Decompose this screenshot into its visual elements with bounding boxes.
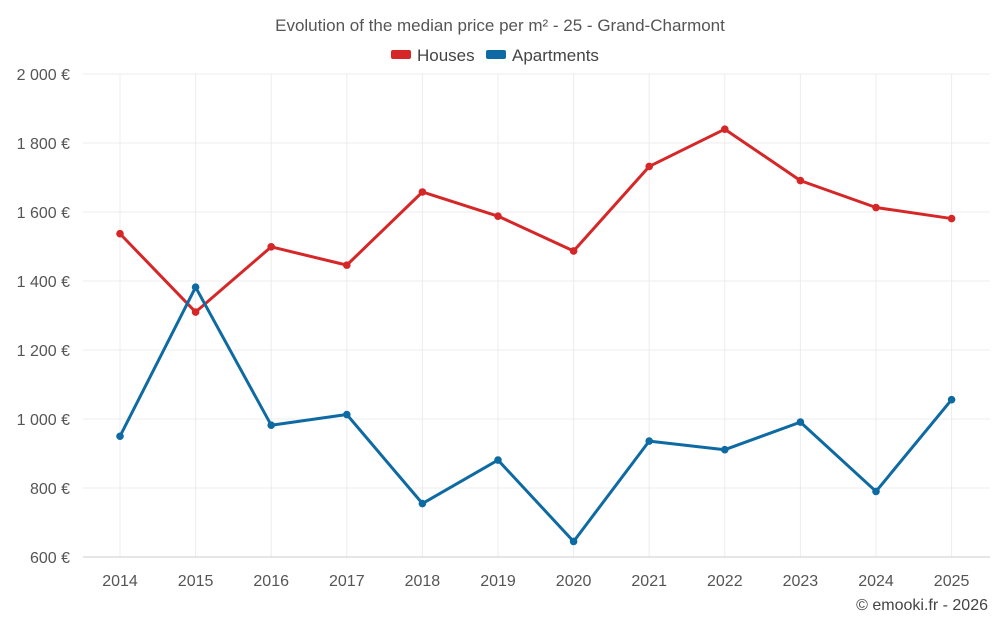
x-tick-label: 2014 (102, 573, 138, 590)
series-line-houses (118, 127, 954, 314)
data-point-apartments[interactable] (343, 410, 351, 419)
data-point-apartments[interactable] (796, 418, 805, 426)
data-point-houses[interactable] (569, 247, 578, 255)
x-tick-label: 2021 (631, 573, 667, 590)
data-point-apartments[interactable] (191, 283, 200, 292)
data-point-houses[interactable] (872, 203, 880, 212)
y-axis-ticks: 600 € 800 € 1 000 € 1 200 € 1 400 € 1 600 € 1 … (17, 67, 70, 567)
data-point-apartments[interactable] (267, 421, 276, 430)
grid (83, 73, 990, 558)
data-point-houses[interactable] (494, 212, 502, 220)
y-tick-label: 1 200 € (17, 343, 70, 360)
x-axis-ticks: 2014 2015 2016 2017 2018 2019 2020 2021 2022 2023… (102, 573, 969, 590)
legend: Houses Apartments (391, 46, 599, 65)
x-tick-label: 2018 (405, 573, 441, 590)
data-point-apartments[interactable] (872, 487, 880, 496)
y-tick-label: 1 800 € (17, 136, 70, 153)
data-point-houses[interactable] (796, 176, 805, 185)
y-tick-label: 1 600 € (17, 205, 70, 222)
legend-item-houses[interactable]: Houses (391, 46, 475, 65)
data-point-apartments[interactable] (418, 499, 427, 508)
x-tick-label: 2019 (480, 573, 516, 590)
data-point-houses[interactable] (116, 229, 124, 238)
x-tick-label: 2022 (707, 573, 743, 590)
copyright-text: © emooki.fr - 2026 (856, 597, 988, 614)
data-point-apartments[interactable] (645, 437, 653, 445)
y-tick-label: 1 000 € (17, 412, 70, 429)
x-tick-label: 2017 (329, 573, 365, 590)
x-tick-label: 2020 (556, 573, 592, 590)
data-point-houses[interactable] (267, 243, 276, 251)
legend-label: Apartments (512, 46, 599, 65)
data-point-apartments[interactable] (569, 537, 578, 546)
series-layer (116, 125, 956, 546)
legend-swatch (486, 50, 506, 59)
data-point-houses[interactable] (645, 162, 653, 171)
x-tick-label: 2023 (783, 573, 819, 590)
chart-title: Evolution of the median price per m² - 2… (275, 16, 725, 35)
data-point-houses[interactable] (721, 125, 729, 133)
y-tick-label: 600 € (30, 550, 70, 567)
y-tick-label: 800 € (30, 481, 70, 498)
series-houses (116, 125, 956, 316)
data-point-apartments[interactable] (947, 395, 956, 404)
series-line-apartments (118, 285, 954, 543)
legend-swatch (391, 50, 411, 59)
x-tick-label: 2024 (858, 573, 894, 590)
data-point-houses[interactable] (947, 214, 956, 223)
data-point-apartments[interactable] (116, 432, 124, 441)
data-point-houses[interactable] (191, 308, 200, 316)
x-tick-label: 2015 (178, 573, 214, 590)
data-point-houses[interactable] (343, 261, 351, 269)
x-tick-label: 2016 (253, 573, 289, 590)
series-apartments (116, 283, 956, 546)
y-tick-label: 2 000 € (17, 67, 70, 84)
data-point-apartments[interactable] (494, 456, 502, 464)
legend-label: Houses (417, 46, 475, 65)
y-tick-label: 1 400 € (17, 274, 70, 291)
x-tick-label: 2025 (934, 573, 970, 590)
data-point-apartments[interactable] (721, 445, 729, 454)
data-point-houses[interactable] (418, 188, 427, 196)
legend-item-apartments[interactable]: Apartments (486, 46, 599, 65)
